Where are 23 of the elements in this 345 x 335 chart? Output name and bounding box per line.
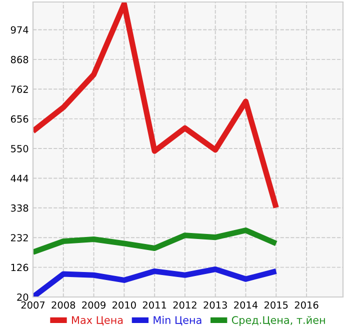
x-tick-label: 2011 (142, 301, 166, 309)
y-tick-label: 444 (10, 174, 28, 182)
y-tick-label: 338 (11, 204, 28, 212)
y-tick-label: 232 (10, 234, 28, 242)
x-tick-label: 2015 (264, 301, 288, 309)
y-tick-label: 762 (11, 86, 28, 93)
x-tick-label: 2008 (52, 301, 76, 309)
y-tick-label: 656 (10, 115, 28, 123)
x-tick-label: 2012 (173, 301, 196, 309)
legend-label: Сред.Цена, т.йен (232, 316, 325, 326)
y-tick-label: 868 (10, 56, 28, 64)
x-tick-label: 2009 (82, 301, 106, 309)
legend-label: Min Цена (154, 316, 202, 326)
y-tick-label: 974 (10, 26, 28, 34)
x-tick-label: 2007 (21, 301, 45, 309)
y-tick-label: 126 (11, 264, 28, 272)
y-tick-label: 20 (17, 293, 28, 301)
x-tick-label: 2013 (204, 301, 227, 309)
x-tick-label: 2014 (234, 301, 258, 309)
x-tick-label: 2016 (294, 301, 318, 309)
y-tick-label: 550 (11, 144, 28, 152)
legend-label: Max Цена (72, 316, 123, 326)
x-tick-label: 2010 (112, 301, 136, 309)
